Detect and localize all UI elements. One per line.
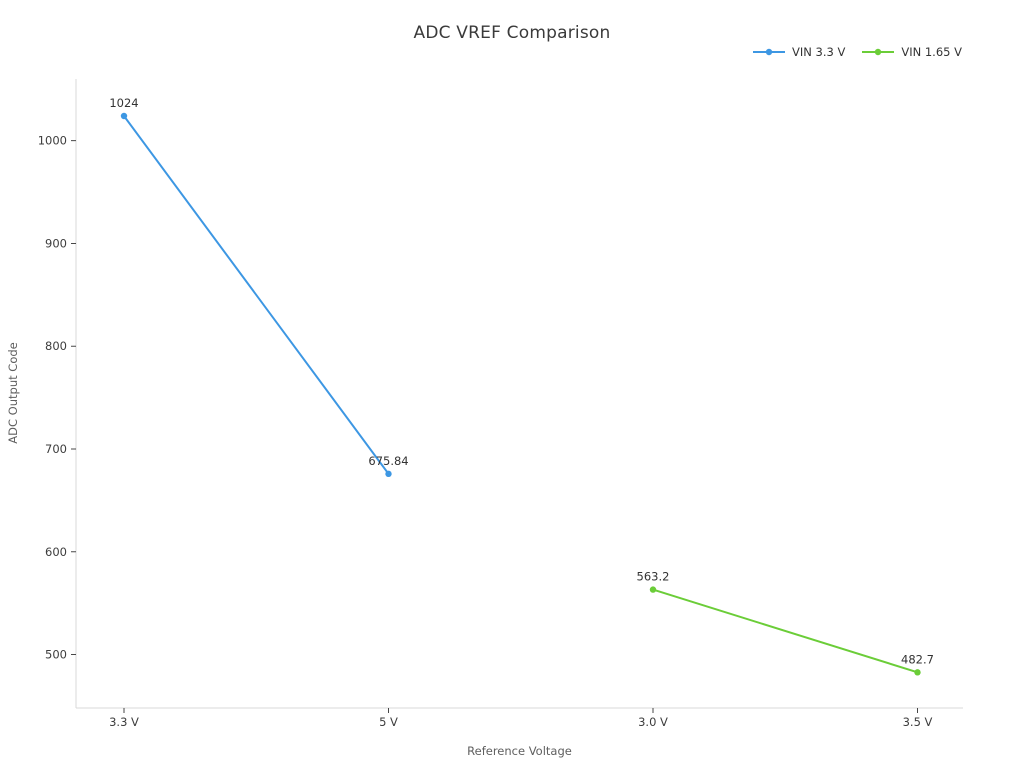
legend-item-vin-1-65-v: VIN 1.65 V [861,45,962,59]
legend-label: VIN 3.3 V [792,45,846,59]
y-axis-title: ADC Output Code [6,342,20,444]
data-point-marker [649,586,657,593]
x-tick-label: 3.3 V [109,715,139,729]
data-point-marker [914,669,921,676]
legend-item-vin-3-3-v: VIN 3.3 V [752,45,845,59]
series-line [652,588,919,674]
series-line [123,115,390,475]
y-tick-label: 500 [45,648,67,662]
legend: VIN 3.3 V VIN 1.65 V [752,45,962,59]
data-point-label: 482.7 [901,652,934,666]
x-tick-label: 3.5 V [903,715,933,729]
data-point-label: 563.2 [637,570,670,584]
data-point-label: 675.84 [368,454,408,468]
y-tick-label: 900 [45,236,67,250]
y-tick-label: 800 [45,339,67,353]
y-tick-label: 1000 [38,134,67,148]
y-tick-label: 600 [45,545,67,559]
x-tick-label: 5 V [379,715,398,729]
data-point-label: 1024 [109,96,138,110]
data-point-marker [120,112,128,120]
x-axis-title: Reference Voltage [467,744,572,758]
legend-line-marker-icon [862,48,895,56]
data-point-marker [385,470,392,478]
legend-label: VIN 1.65 V [901,45,962,59]
legend-line-marker-icon [753,48,786,56]
chart-title: ADC VREF Comparison [413,23,611,43]
x-tick-label: 3.0 V [638,715,668,729]
y-tick-label: 700 [45,442,67,456]
